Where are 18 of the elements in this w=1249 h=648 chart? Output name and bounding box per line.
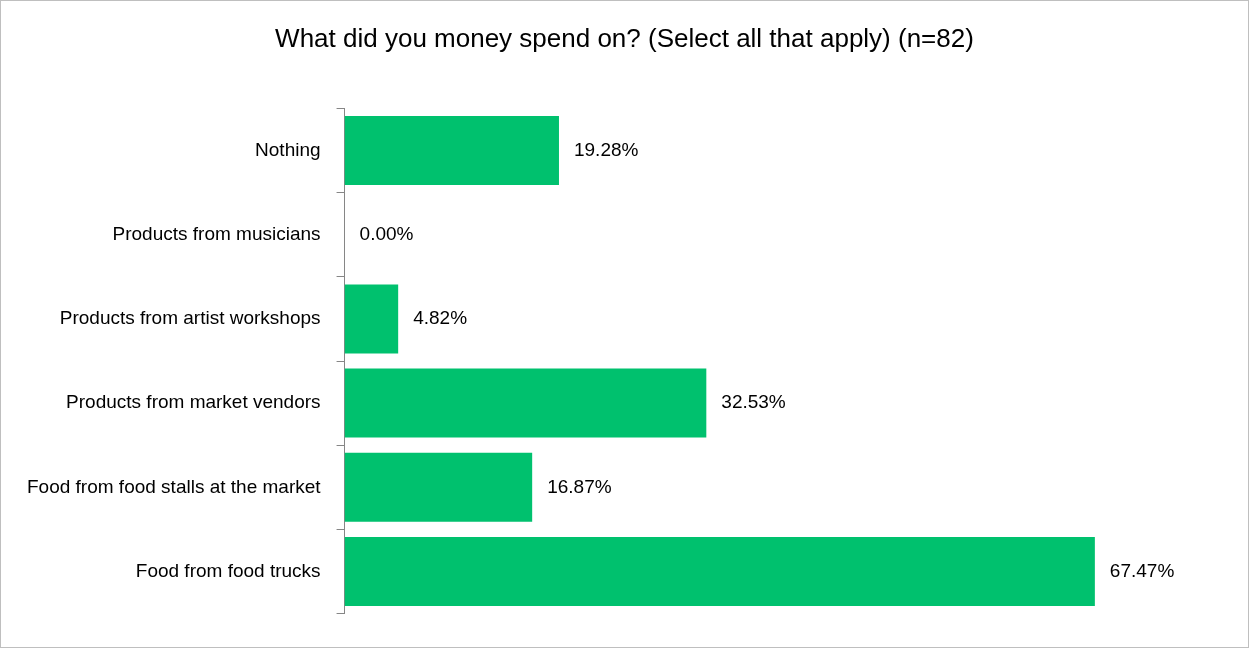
y-tick-label: Products from artist workshops bbox=[59, 307, 321, 329]
data-label: 4.82% bbox=[413, 307, 468, 329]
data-label: 67.47% bbox=[1109, 559, 1175, 581]
chart-title: What did you money spend on? (Select all that apply) (n=82) bbox=[274, 23, 975, 54]
y-tick-label: Nothing bbox=[255, 138, 321, 160]
data-label: 16.87% bbox=[547, 475, 612, 497]
y-tick-label: Products from musicians bbox=[112, 222, 321, 244]
y-tick-label: Food from food stalls at the market bbox=[26, 475, 322, 497]
bar bbox=[344, 284, 399, 354]
bar bbox=[344, 452, 533, 522]
bar bbox=[344, 115, 559, 186]
bar bbox=[344, 368, 707, 438]
data-label: 0.00% bbox=[359, 222, 414, 244]
y-tick-label: Food from food trucks bbox=[135, 559, 321, 581]
bar bbox=[344, 536, 1095, 607]
y-tick-label: Products from market vendors bbox=[66, 391, 321, 413]
data-label: 32.53% bbox=[721, 391, 786, 413]
data-label: 19.28% bbox=[573, 138, 639, 160]
